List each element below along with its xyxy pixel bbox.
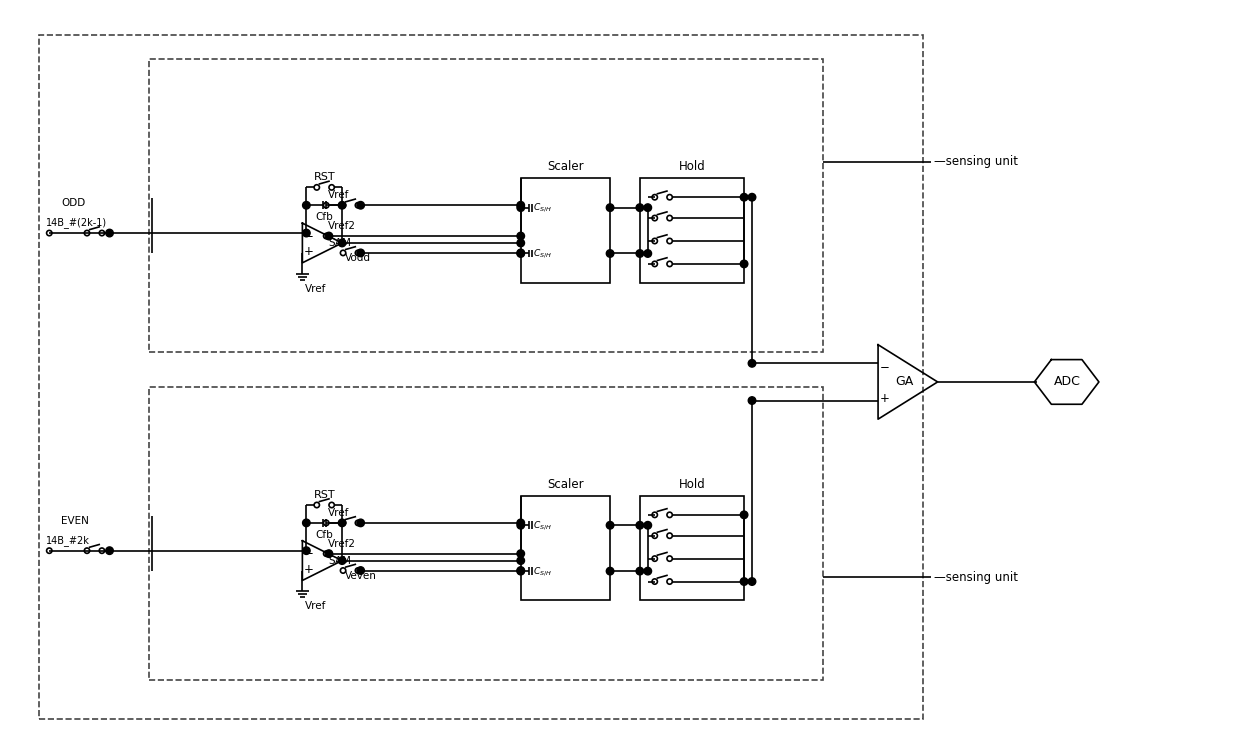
Circle shape — [748, 193, 756, 201]
Text: Vref: Vref — [329, 190, 350, 200]
Circle shape — [517, 550, 525, 557]
Text: RST: RST — [314, 172, 335, 182]
Text: Vodd: Vodd — [345, 253, 371, 263]
Circle shape — [636, 521, 644, 529]
Text: Hold: Hold — [678, 478, 706, 491]
Circle shape — [740, 511, 748, 518]
Circle shape — [339, 557, 346, 565]
Circle shape — [517, 249, 525, 257]
Circle shape — [105, 547, 113, 554]
Bar — [640, 179, 744, 282]
Text: Vref: Vref — [305, 601, 326, 611]
Text: GA: GA — [895, 376, 914, 388]
Circle shape — [517, 567, 525, 574]
Circle shape — [303, 229, 310, 237]
Circle shape — [517, 568, 525, 575]
Circle shape — [636, 249, 644, 257]
Circle shape — [357, 202, 365, 209]
Circle shape — [644, 249, 651, 257]
Text: Vref2: Vref2 — [329, 221, 356, 231]
Circle shape — [606, 521, 614, 529]
Text: SAM: SAM — [329, 238, 351, 248]
Text: $-$: $-$ — [879, 359, 889, 372]
Circle shape — [748, 577, 756, 586]
Text: RST: RST — [314, 489, 335, 500]
Circle shape — [517, 232, 525, 240]
Circle shape — [748, 359, 756, 367]
Text: Cfb: Cfb — [315, 530, 334, 540]
Circle shape — [517, 521, 525, 529]
Circle shape — [644, 204, 651, 211]
Text: Vref: Vref — [305, 284, 326, 294]
Text: $-$: $-$ — [303, 545, 314, 558]
Text: $C_{S/H}$: $C_{S/H}$ — [533, 565, 552, 577]
Circle shape — [517, 519, 525, 527]
Circle shape — [517, 239, 525, 247]
Bar — [521, 179, 610, 282]
Text: Veven: Veven — [345, 571, 377, 580]
Circle shape — [740, 193, 748, 201]
Bar — [149, 59, 823, 352]
Circle shape — [303, 202, 310, 209]
Text: —sensing unit: —sensing unit — [934, 155, 1018, 168]
Circle shape — [325, 232, 332, 240]
Circle shape — [740, 260, 748, 267]
Text: Vref: Vref — [329, 508, 350, 518]
Circle shape — [357, 249, 365, 257]
Circle shape — [339, 519, 346, 527]
Circle shape — [303, 519, 310, 527]
Text: 14B_#(2k-1): 14B_#(2k-1) — [46, 217, 108, 228]
Text: Cfb: Cfb — [315, 212, 334, 222]
Bar — [640, 496, 744, 601]
Text: $-$: $-$ — [303, 228, 314, 241]
Circle shape — [517, 557, 525, 565]
Text: $+$: $+$ — [303, 562, 314, 576]
Circle shape — [105, 229, 113, 237]
Circle shape — [740, 577, 748, 586]
Circle shape — [606, 568, 614, 575]
Bar — [40, 34, 923, 719]
Text: Hold: Hold — [678, 161, 706, 173]
Bar — [521, 496, 610, 601]
Circle shape — [748, 397, 756, 404]
Text: $C_{S/H}$: $C_{S/H}$ — [533, 519, 552, 532]
Text: ODD: ODD — [61, 198, 86, 208]
Text: Vref2: Vref2 — [329, 539, 356, 549]
Text: 14B_#2k: 14B_#2k — [46, 535, 91, 546]
Bar — [149, 387, 823, 680]
Circle shape — [644, 568, 651, 575]
Circle shape — [606, 249, 614, 257]
Text: EVEN: EVEN — [61, 516, 89, 526]
Circle shape — [517, 249, 525, 257]
Text: —sensing unit: —sensing unit — [934, 571, 1018, 583]
Text: SAM: SAM — [329, 556, 351, 565]
Circle shape — [636, 204, 644, 211]
Circle shape — [644, 521, 651, 529]
Text: $C_{S/H}$: $C_{S/H}$ — [533, 247, 552, 260]
Circle shape — [517, 204, 525, 211]
Circle shape — [339, 239, 346, 247]
Text: $+$: $+$ — [879, 392, 889, 405]
Circle shape — [357, 519, 365, 527]
Circle shape — [636, 568, 644, 575]
Text: $+$: $+$ — [303, 245, 314, 258]
Text: $C_{S/H}$: $C_{S/H}$ — [533, 201, 552, 214]
Circle shape — [606, 204, 614, 211]
Circle shape — [325, 550, 332, 557]
Circle shape — [339, 202, 346, 209]
Text: Scaler: Scaler — [547, 478, 584, 491]
Text: ADC: ADC — [1054, 376, 1081, 388]
Circle shape — [357, 567, 365, 574]
Text: Scaler: Scaler — [547, 161, 584, 173]
Circle shape — [303, 547, 310, 554]
Circle shape — [517, 202, 525, 209]
